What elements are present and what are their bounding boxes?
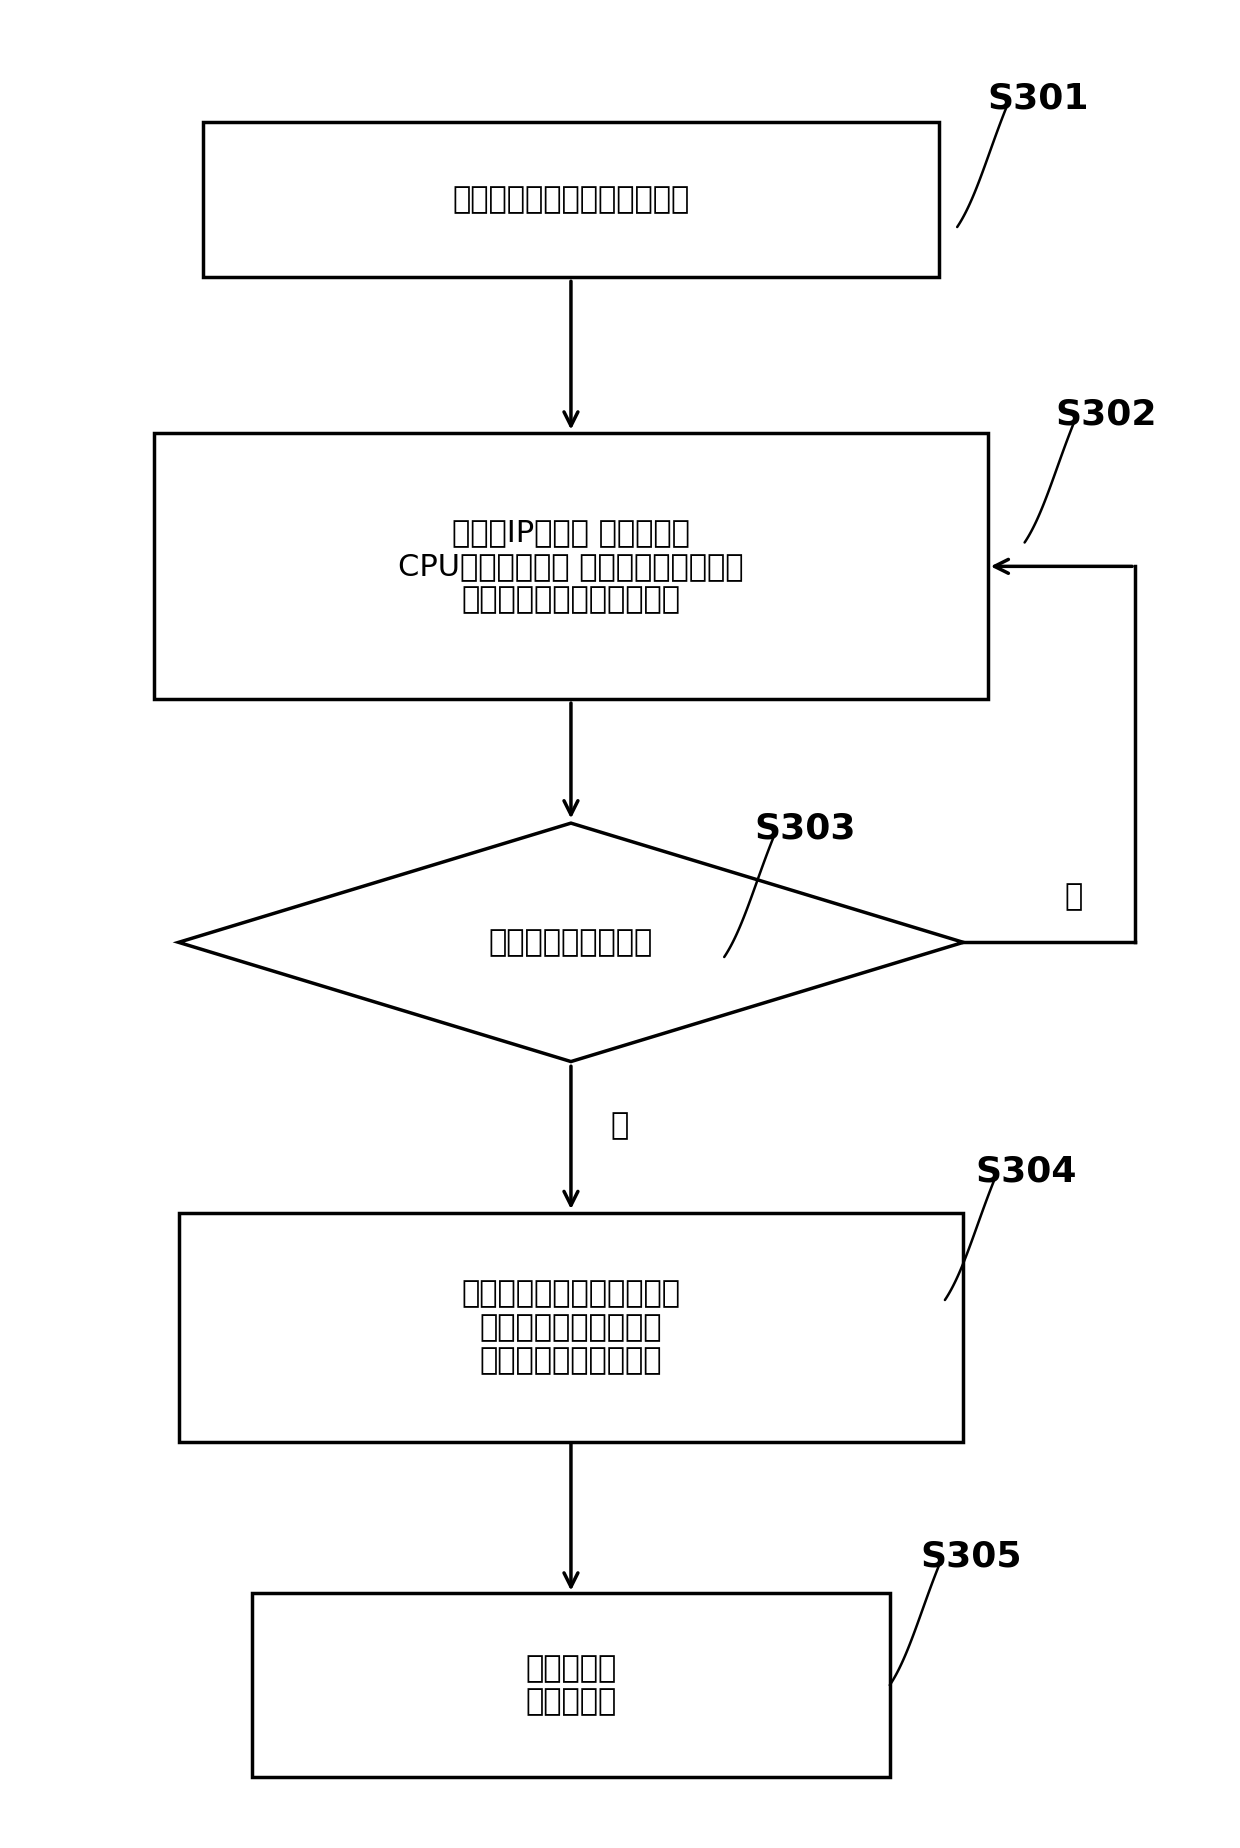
FancyBboxPatch shape [203, 122, 939, 277]
Text: 否: 否 [1064, 881, 1083, 911]
Text: 是否触发了触发条件: 是否触发了触发条件 [489, 928, 653, 957]
Text: 是: 是 [611, 1111, 629, 1140]
Text: 分析被攻击的对象和被攻击
的类型，确定故障源，
执行相应的处理规则。: 分析被攻击的对象和被攻击 的类型，确定故障源， 执行相应的处理规则。 [461, 1279, 681, 1375]
Text: S301: S301 [988, 81, 1089, 116]
Text: S302: S302 [1055, 397, 1157, 431]
Text: 对网络进行
隔离和修复: 对网络进行 隔离和修复 [526, 1654, 616, 1717]
Text: 对所述IP流量、 端口流量、
CPU负载利用率、 内存负载利用率中的
一种或者多种进行实时监测: 对所述IP流量、 端口流量、 CPU负载利用率、 内存负载利用率中的 一种或者多… [398, 517, 744, 614]
FancyBboxPatch shape [252, 1593, 890, 1778]
Text: S305: S305 [920, 1539, 1022, 1574]
FancyBboxPatch shape [179, 1212, 963, 1441]
Polygon shape [179, 822, 963, 1061]
Text: 设定目标网络设备的触发条件: 设定目标网络设备的触发条件 [453, 185, 689, 214]
FancyBboxPatch shape [154, 434, 988, 699]
Text: S304: S304 [976, 1155, 1078, 1188]
Text: S303: S303 [755, 811, 857, 846]
